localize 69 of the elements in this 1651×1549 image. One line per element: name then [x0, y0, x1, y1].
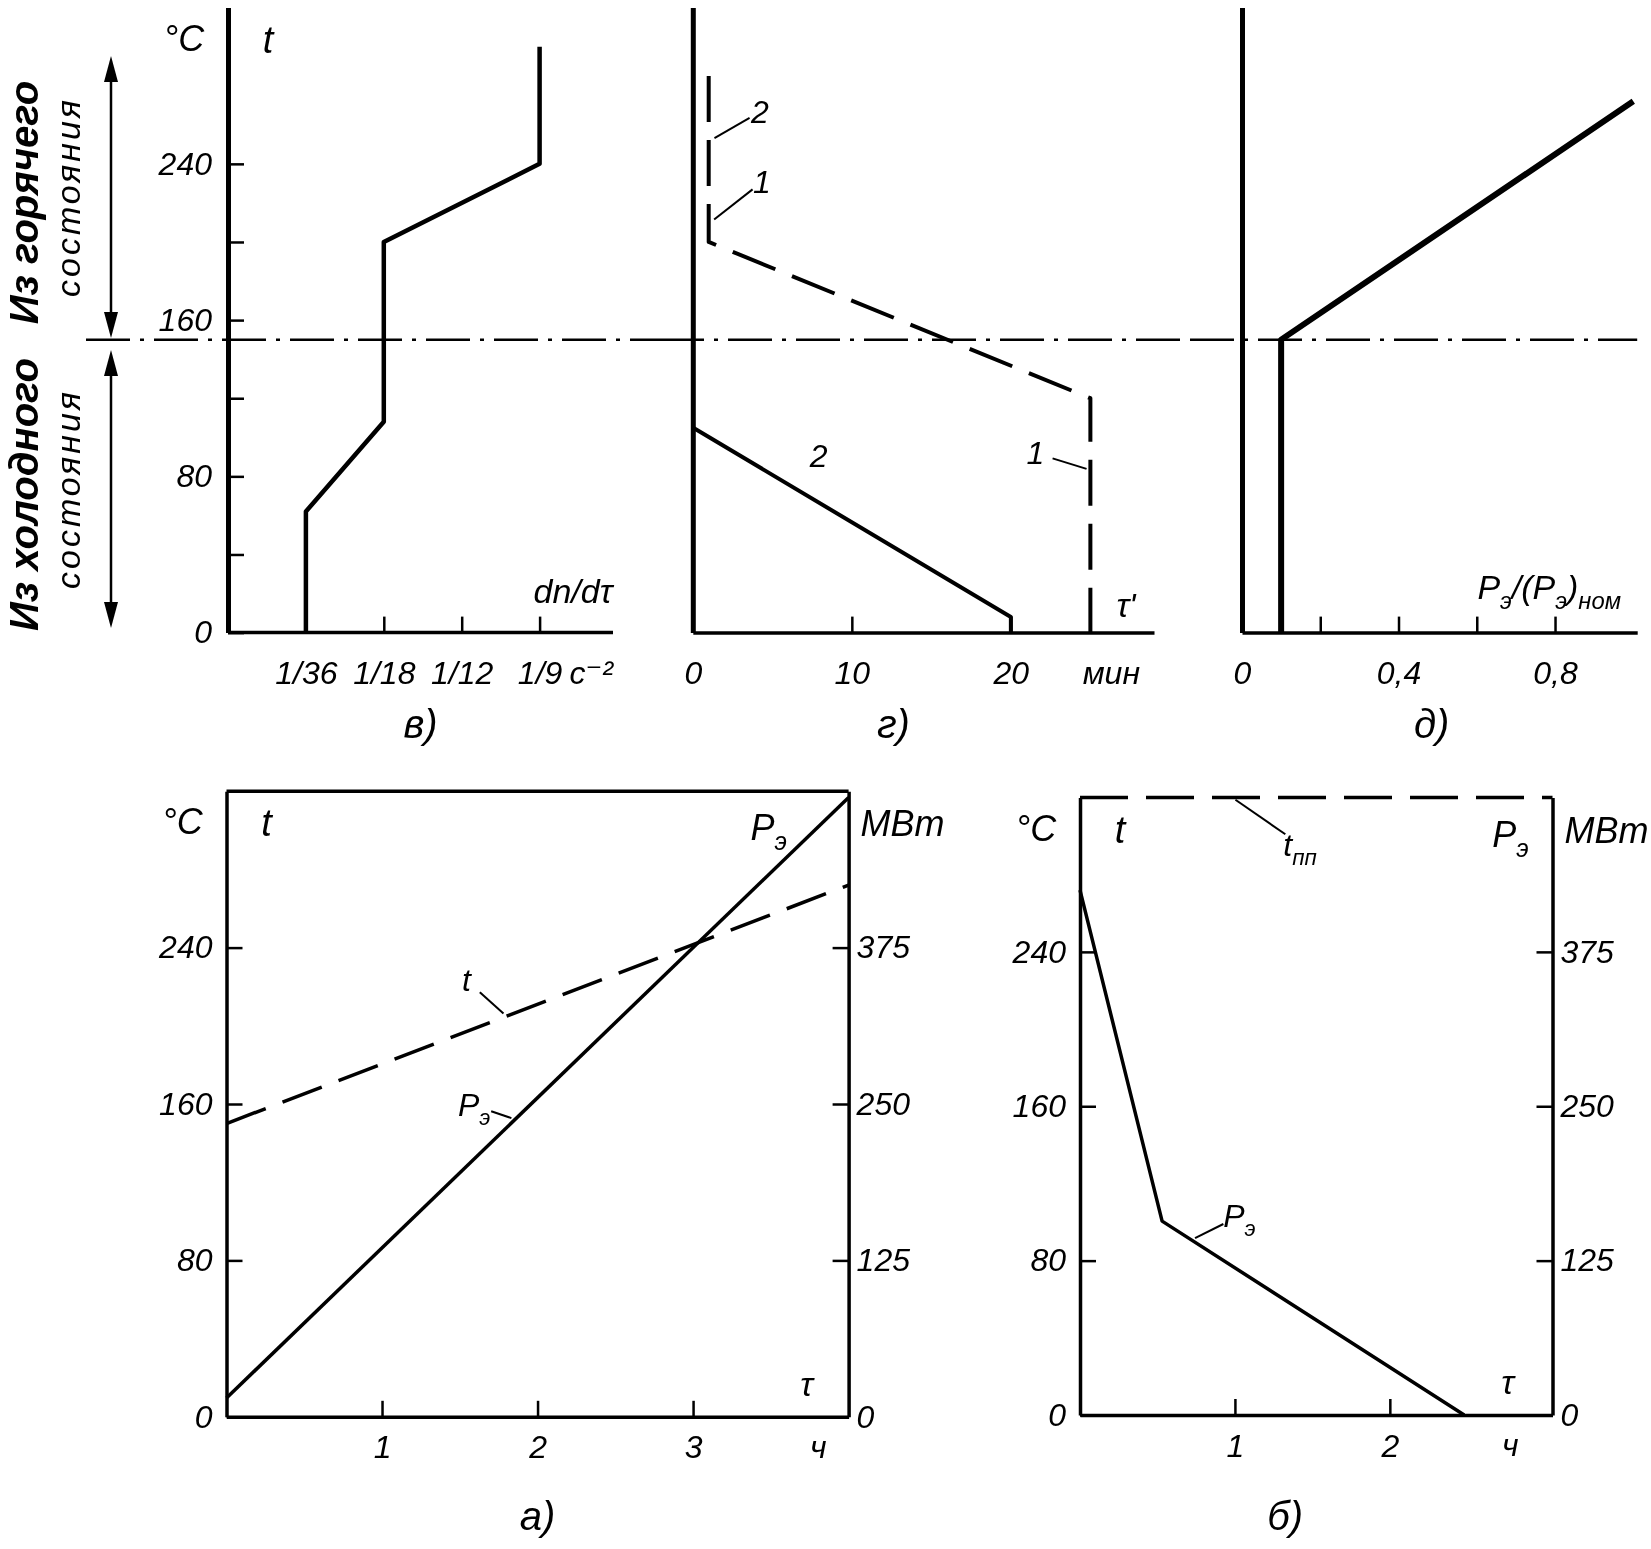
text: с⁻²: [569, 654, 615, 691]
text: °C: [163, 17, 206, 59]
y2-tick-label: 0: [856, 1398, 875, 1435]
series-label: t$_{пп}$: [1283, 826, 1317, 870]
x-axis-title: τ': [1116, 585, 1138, 624]
x-tick-label: 10: [834, 655, 871, 692]
legend-label: 2: [750, 94, 770, 130]
text: Из горячего состояния: [2, 69, 87, 325]
x-tick-label: 0: [1233, 655, 1252, 692]
annotation: 2: [808, 437, 828, 474]
text: г): [876, 702, 910, 746]
y2-tick-label: 125: [856, 1242, 911, 1279]
x-axis-title: τ: [800, 1364, 816, 1403]
text: Из холодного состояния: [2, 347, 87, 631]
y-tick-label: 240: [157, 145, 213, 182]
y-tick-label: 160: [1012, 1087, 1067, 1124]
x-tick-label: 0: [684, 655, 703, 692]
y-axis-title: t: [261, 802, 274, 845]
y2-tick-label: 0: [1560, 1396, 1579, 1433]
y2-tick-label: 375: [856, 929, 911, 966]
y-axis-title: t: [262, 18, 275, 61]
text: МВт: [1564, 809, 1649, 850]
y-tick-label: 0: [194, 614, 213, 651]
y2-tick-label: 125: [1560, 1242, 1615, 1279]
y-tick-label: 240: [1011, 933, 1067, 970]
text: °C: [162, 800, 204, 842]
x-tick-label: 3: [684, 1429, 703, 1466]
series-label: t: [462, 962, 472, 999]
x-tick-label: 2: [528, 1429, 548, 1466]
text: ч: [1501, 1427, 1519, 1463]
y-tick-label: 80: [176, 1242, 213, 1279]
x-tick-label: 1/12: [431, 655, 494, 692]
y2-tick-label: 250: [1559, 1087, 1615, 1124]
annotation: 1: [1026, 435, 1045, 472]
text: д): [1413, 702, 1450, 746]
y-tick-label: 240: [158, 929, 213, 966]
y2-axis-title: P$_{э}$: [750, 806, 787, 856]
x-tick-label: 0,4: [1376, 655, 1422, 692]
legend-label: P$_{э}$: [1223, 1197, 1256, 1241]
x-axis-title: dn/dτ: [533, 571, 615, 610]
y-tick-label: 80: [1030, 1242, 1067, 1279]
x-tick-label: 2: [1380, 1427, 1400, 1464]
text: МВт: [860, 802, 945, 844]
x-tick-label: 1: [373, 1429, 392, 1466]
y-tick-label: 80: [176, 458, 213, 495]
text: °C: [1015, 807, 1058, 848]
x-tick-label: 20: [992, 655, 1030, 692]
y-axis-title: t: [1114, 808, 1127, 851]
y-tick-label: 160: [159, 1085, 213, 1122]
y-tick-label: 160: [158, 301, 213, 338]
y-tick-label: 0: [194, 1398, 213, 1435]
text: мин: [1082, 654, 1140, 691]
text: б): [1267, 1494, 1304, 1538]
x-tick-label: 1/18: [353, 655, 416, 692]
text: ч: [810, 1428, 827, 1465]
x-tick-label: 0,8: [1533, 655, 1578, 692]
x-tick-label: 1/9: [517, 655, 563, 692]
legend-label: P$_{э}$: [457, 1087, 491, 1131]
y2-axis-title: P$_{э}$: [1492, 813, 1529, 862]
y2-tick-label: 250: [855, 1085, 911, 1122]
series-label: 1: [753, 164, 771, 200]
text: в): [403, 702, 438, 746]
x-tick-label: 1/36: [275, 655, 338, 692]
y2-tick-label: 375: [1560, 933, 1615, 970]
x-axis-title: P$_{э}$/(P$_{э}$)$_{ном}$: [1477, 567, 1621, 614]
text: а): [519, 1494, 556, 1538]
y-tick-label: 0: [1048, 1396, 1067, 1433]
x-tick-label: 1: [1226, 1427, 1245, 1464]
x-axis-title: τ: [1501, 1363, 1517, 1401]
